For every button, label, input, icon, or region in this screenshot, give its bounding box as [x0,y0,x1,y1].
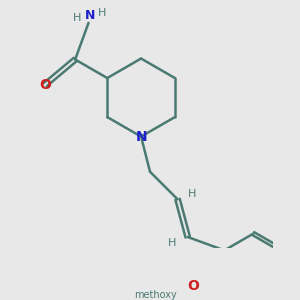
Text: O: O [39,78,51,92]
Text: H: H [73,14,82,23]
Text: methoxy: methoxy [134,290,177,300]
Text: H: H [98,8,106,18]
Text: N: N [135,130,147,144]
Text: N: N [84,8,95,22]
Text: O: O [187,279,199,293]
Text: H: H [188,189,196,199]
Text: H: H [168,238,176,248]
